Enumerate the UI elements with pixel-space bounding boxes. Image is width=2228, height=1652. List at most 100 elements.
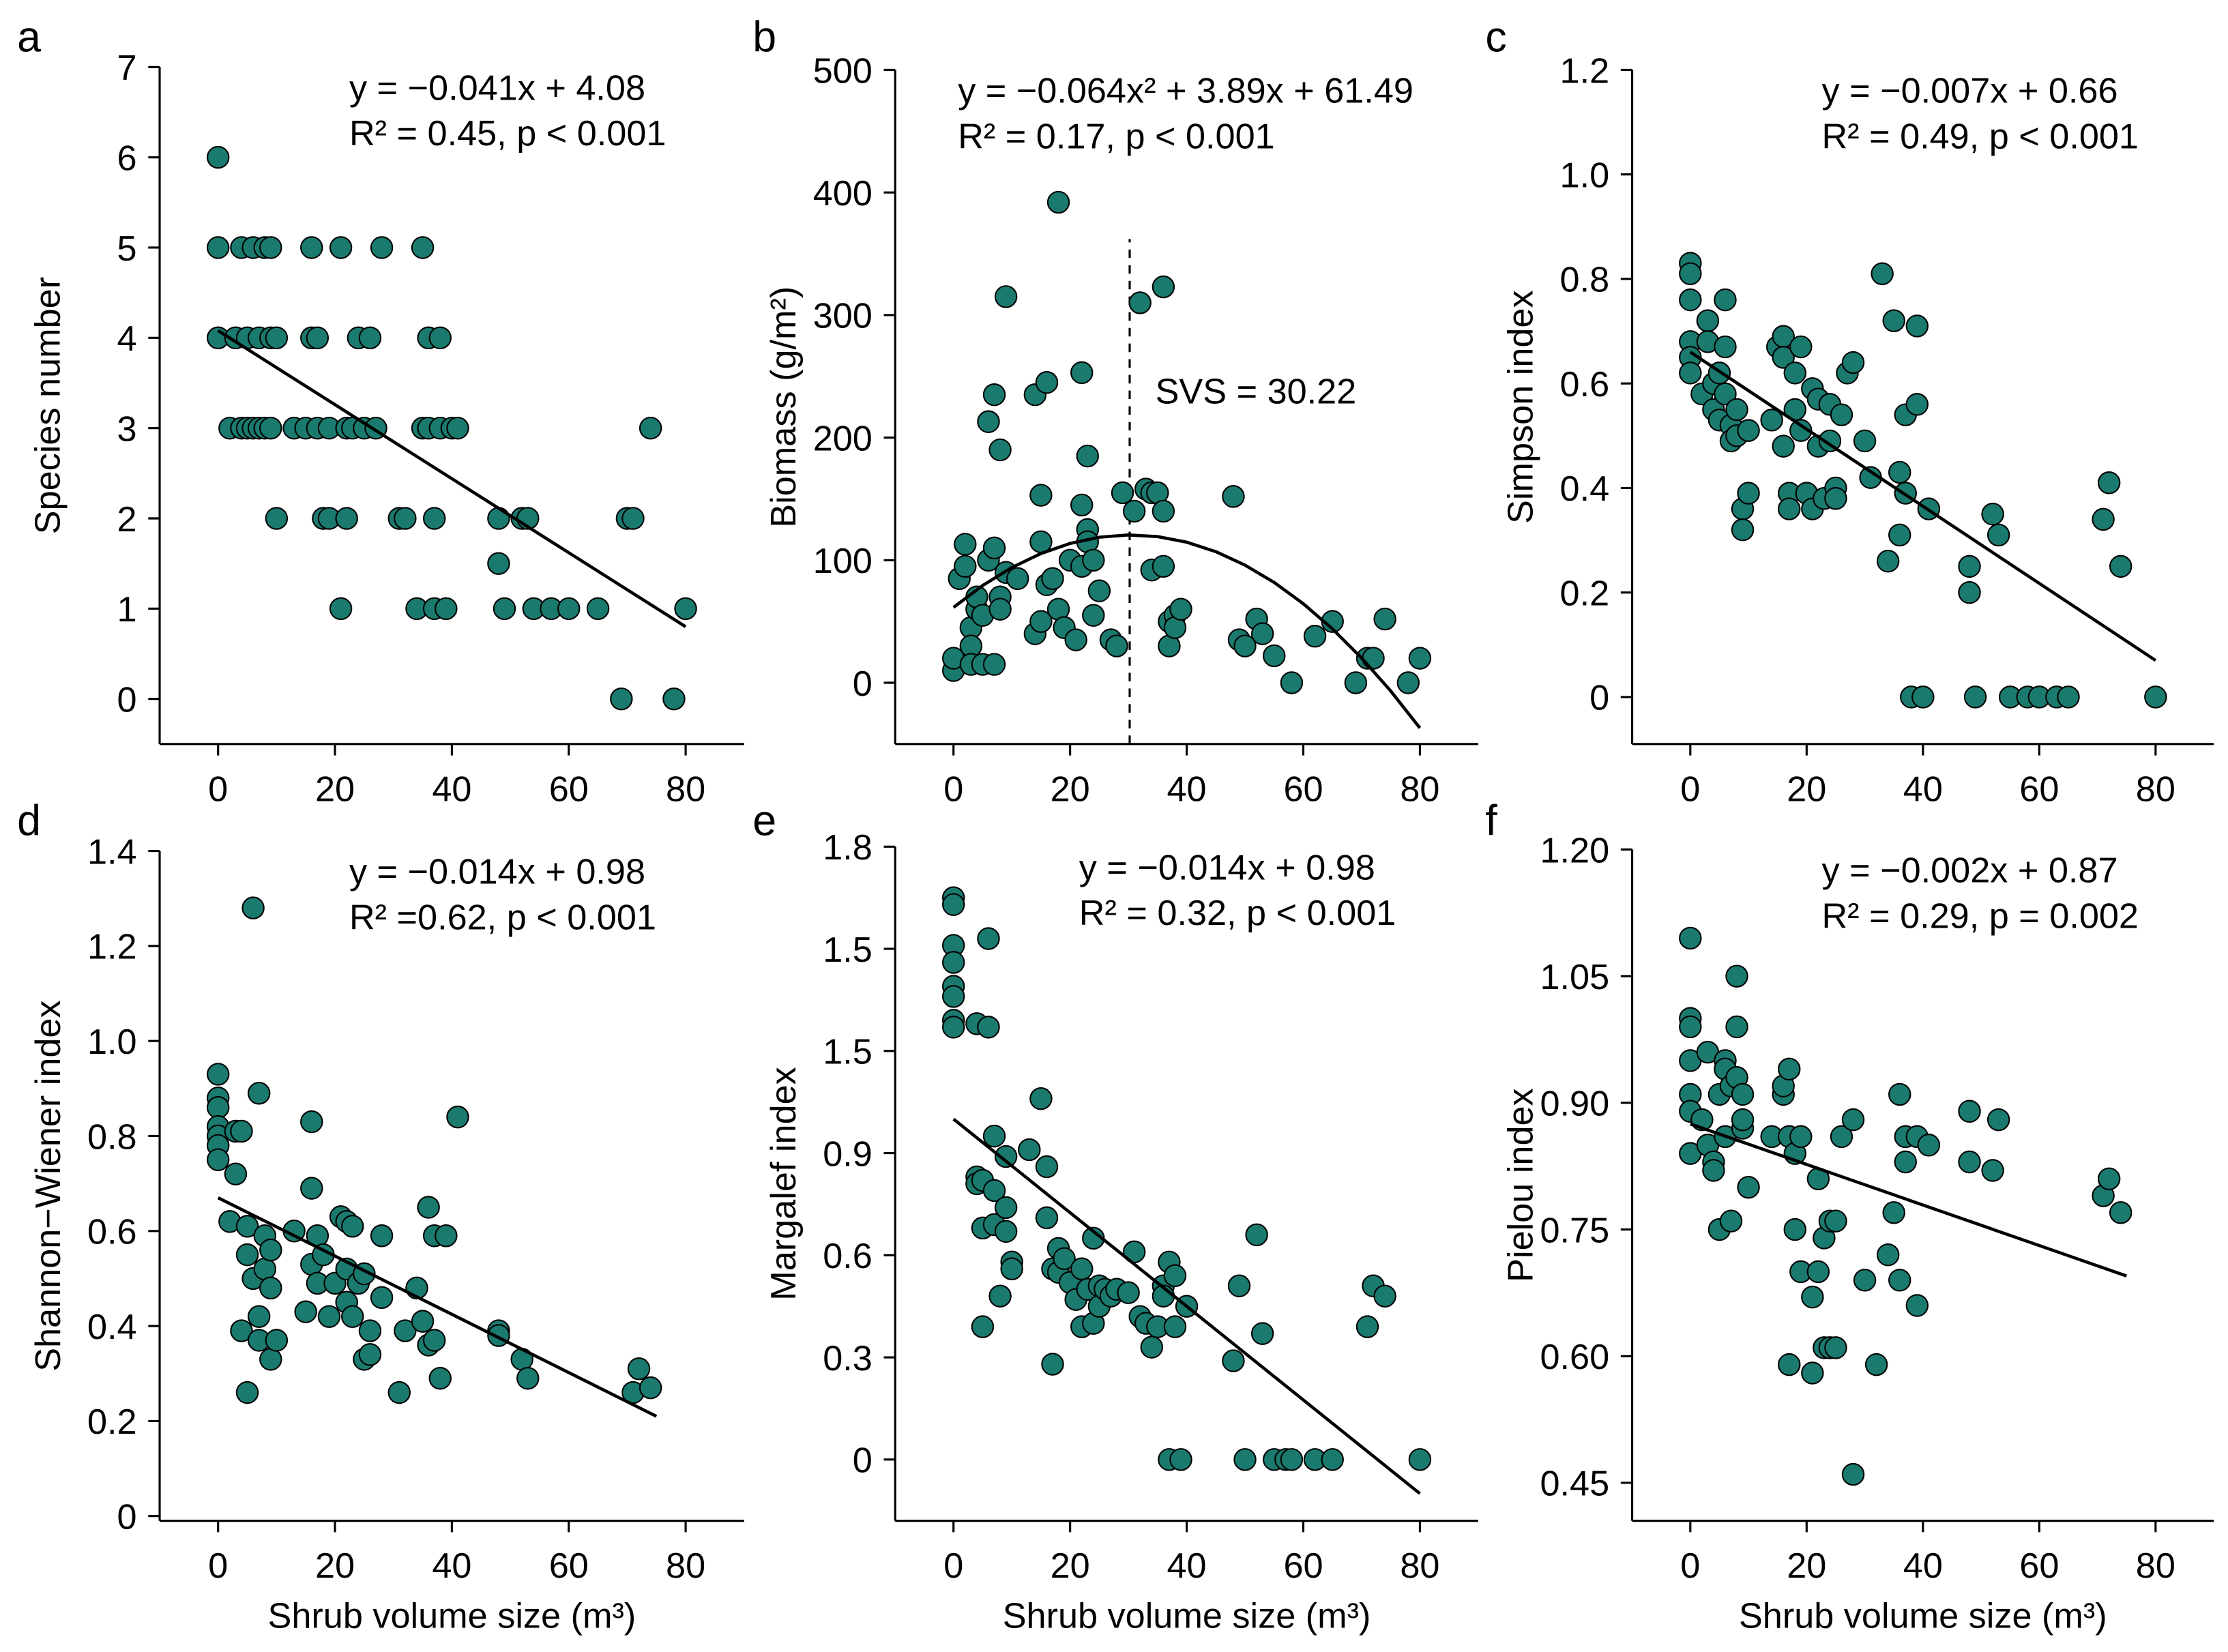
data-point <box>317 1305 341 1328</box>
data-point <box>1169 598 1192 621</box>
data-point <box>627 1357 651 1381</box>
x-tick-label: 60 <box>2019 1546 2059 1586</box>
data-point <box>370 1224 394 1248</box>
fit-line <box>952 533 1422 729</box>
data-point <box>493 597 516 621</box>
panel-label: f <box>1485 797 1497 845</box>
y-axis-label: Biomass (g/m²) <box>764 286 804 528</box>
data-point <box>1801 1285 1824 1309</box>
data-point <box>639 416 662 440</box>
y-tick-label: 0.75 <box>1540 1211 1609 1250</box>
data-point <box>1303 624 1327 648</box>
y-tick-label: 500 <box>813 51 873 91</box>
y-tick-label: 0 <box>853 664 873 704</box>
x-axis-label: Shrub volume size (m³) <box>1003 1596 1371 1636</box>
y-tick-label: 1.0 <box>1560 156 1610 196</box>
x-tick-label: 40 <box>432 769 471 809</box>
data-point <box>259 416 282 440</box>
y-tick-label: 0 <box>1589 679 1609 718</box>
data-point <box>206 236 230 259</box>
x-axis-label: Shrub volume size (m³) <box>268 1596 636 1636</box>
data-point <box>1250 622 1274 645</box>
data-point <box>1888 1269 1911 1292</box>
data-point <box>1778 497 1801 520</box>
data-point <box>300 1110 323 1134</box>
y-tick-label: 1.2 <box>1560 51 1610 91</box>
data-point <box>487 507 510 530</box>
data-point <box>1841 1108 1865 1132</box>
y-tick-label: 0.2 <box>87 1402 137 1442</box>
data-point <box>1789 1125 1813 1149</box>
data-point <box>1029 1087 1053 1110</box>
data-point <box>329 597 353 621</box>
data-point <box>1152 555 1175 578</box>
data-point <box>1070 1257 1094 1280</box>
data-point <box>982 536 1006 560</box>
data-point <box>1841 351 1865 374</box>
data-point <box>1233 634 1257 658</box>
data-point <box>1830 1125 1853 1149</box>
data-point <box>300 236 323 259</box>
data-point <box>335 507 358 530</box>
data-point <box>1725 398 1748 422</box>
data-point <box>253 1257 276 1281</box>
y-tick-label: 0.8 <box>1560 261 1610 300</box>
data-point <box>954 533 977 556</box>
data-point <box>994 1145 1018 1168</box>
data-point <box>306 326 329 350</box>
y-tick-label: 0.6 <box>1560 365 1610 404</box>
data-point <box>1987 523 2010 547</box>
data-point <box>1981 503 2004 526</box>
data-point <box>1824 487 1847 510</box>
data-point <box>1871 262 1894 286</box>
data-point <box>2109 1201 2132 1224</box>
data-point <box>1082 548 1105 572</box>
data-point <box>1679 1015 1702 1039</box>
data-point <box>1263 644 1286 668</box>
data-point <box>1373 607 1396 631</box>
x-tick-label: 0 <box>943 1546 963 1586</box>
data-point <box>1111 481 1134 505</box>
data-point <box>1041 1353 1064 1376</box>
data-point <box>994 1220 1018 1243</box>
y-tick-label: 7 <box>117 48 137 88</box>
data-point <box>358 326 382 350</box>
data-point <box>428 1366 452 1390</box>
data-point <box>586 597 610 621</box>
data-point <box>1117 1281 1140 1304</box>
y-axis-label: Species number <box>29 277 68 534</box>
x-tick-label: 60 <box>549 1546 589 1586</box>
y-tick-label: 0.4 <box>87 1308 137 1347</box>
data-point <box>1905 314 1929 338</box>
data-point <box>971 1315 995 1338</box>
data-point <box>1696 309 1720 332</box>
panel-label: a <box>17 13 41 61</box>
data-point <box>1046 190 1070 214</box>
data-point <box>235 1215 259 1238</box>
data-point <box>1789 335 1813 359</box>
data-point <box>1905 1294 1929 1317</box>
data-point <box>1714 382 1737 406</box>
data-point <box>1408 1448 1432 1471</box>
data-point <box>1029 484 1053 507</box>
y-tick-label: 100 <box>813 542 873 581</box>
data-point <box>1725 1015 1748 1039</box>
data-point <box>1841 1462 1865 1486</box>
statistics: R² = 0.29, p = 0.002 <box>1821 896 2139 936</box>
data-point <box>1911 685 1935 709</box>
y-tick-label: 1.5 <box>823 930 873 970</box>
x-tick-label: 20 <box>1787 769 1826 809</box>
data-point <box>1362 647 1385 670</box>
y-tick-label: 1 <box>117 590 137 630</box>
y-tick-label: 1.20 <box>1540 831 1609 870</box>
data-point <box>1737 482 1760 505</box>
data-point <box>1731 518 1755 542</box>
y-tick-label: 2 <box>117 500 137 540</box>
data-point <box>394 507 417 530</box>
annotation: SVS = 30.22 <box>1156 372 1357 411</box>
data-point <box>1905 393 1929 416</box>
data-point <box>2109 555 2132 578</box>
data-point <box>1000 1257 1023 1280</box>
data-point <box>230 1319 253 1342</box>
